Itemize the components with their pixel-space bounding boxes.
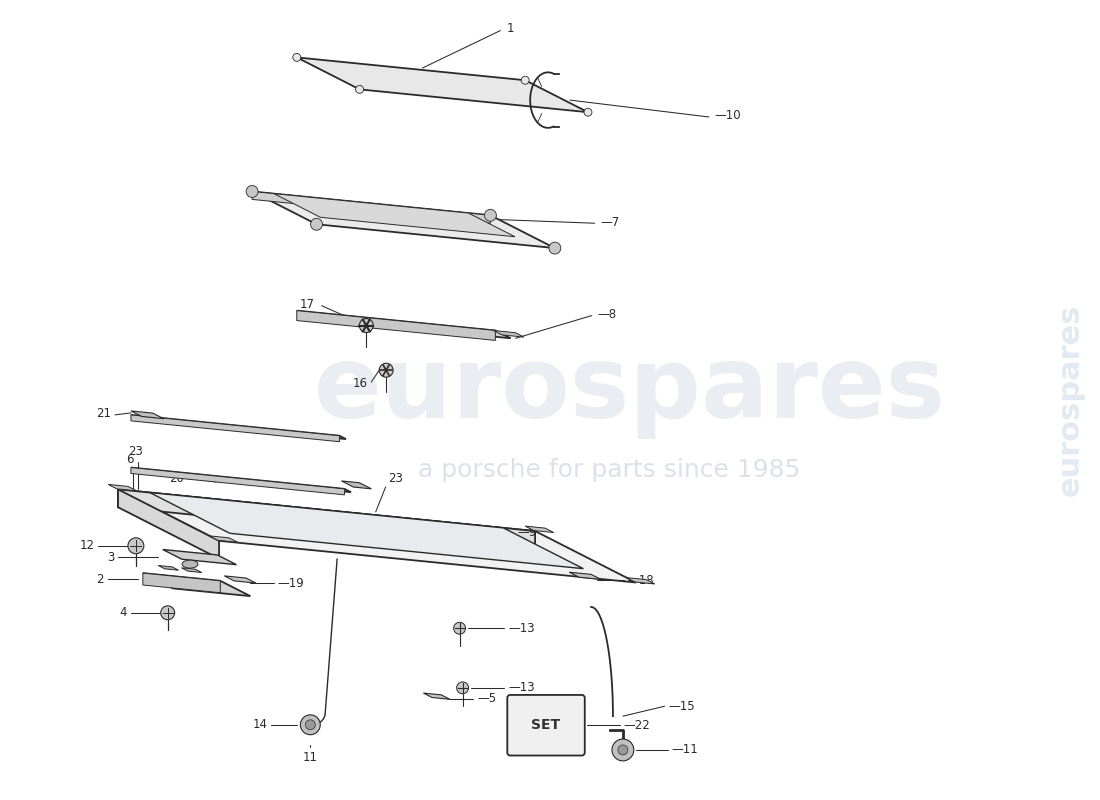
Polygon shape [224, 576, 256, 583]
Polygon shape [297, 58, 588, 112]
Text: —5: —5 [477, 692, 496, 706]
Polygon shape [424, 693, 450, 699]
Circle shape [355, 86, 364, 94]
Text: 3: 3 [107, 551, 114, 564]
Polygon shape [131, 411, 164, 418]
Text: —7: —7 [601, 216, 620, 229]
Text: 16: 16 [352, 377, 367, 390]
Circle shape [161, 606, 175, 620]
FancyBboxPatch shape [507, 695, 585, 755]
Polygon shape [118, 490, 636, 582]
Circle shape [300, 715, 320, 734]
Polygon shape [131, 467, 351, 492]
Polygon shape [131, 415, 346, 439]
Text: 4: 4 [120, 606, 127, 619]
Polygon shape [494, 330, 524, 337]
Polygon shape [150, 493, 583, 569]
Text: a porsche for parts since 1985: a porsche for parts since 1985 [418, 458, 801, 482]
Text: —10: —10 [715, 110, 741, 122]
Circle shape [453, 622, 465, 634]
Text: 1: 1 [506, 22, 514, 35]
Circle shape [456, 682, 469, 694]
Text: —8: —8 [597, 308, 617, 321]
Circle shape [612, 739, 634, 761]
Text: 21: 21 [96, 407, 111, 421]
Text: —22: —22 [624, 718, 650, 732]
Polygon shape [252, 191, 554, 248]
Text: 6: 6 [126, 453, 134, 466]
Text: —19: —19 [278, 577, 305, 590]
Polygon shape [341, 481, 372, 489]
Text: —9: —9 [517, 526, 537, 539]
Polygon shape [274, 194, 515, 237]
Polygon shape [131, 415, 340, 442]
Polygon shape [209, 536, 238, 542]
Text: 20: 20 [168, 472, 184, 485]
Circle shape [549, 242, 561, 254]
Text: 14: 14 [253, 718, 267, 731]
Circle shape [306, 720, 316, 730]
Text: 2: 2 [97, 573, 104, 586]
Text: —15: —15 [669, 700, 695, 713]
Text: 17: 17 [299, 298, 315, 311]
Circle shape [128, 538, 144, 554]
Circle shape [584, 108, 592, 116]
Polygon shape [118, 490, 535, 549]
Polygon shape [143, 573, 220, 593]
Polygon shape [143, 573, 251, 596]
Text: eurospares: eurospares [314, 342, 946, 438]
Text: —13: —13 [508, 622, 535, 634]
Polygon shape [163, 550, 236, 565]
Circle shape [293, 54, 300, 62]
Polygon shape [626, 578, 654, 584]
Polygon shape [252, 191, 491, 223]
Text: 23: 23 [387, 472, 403, 485]
Text: 23: 23 [129, 445, 143, 458]
Polygon shape [297, 310, 510, 338]
Polygon shape [525, 526, 553, 533]
Circle shape [246, 186, 258, 198]
Polygon shape [570, 572, 601, 579]
Polygon shape [297, 310, 495, 341]
Ellipse shape [183, 560, 198, 568]
Circle shape [484, 210, 496, 222]
Text: —18: —18 [628, 574, 654, 586]
Text: SET: SET [531, 718, 561, 732]
Circle shape [618, 745, 628, 755]
Circle shape [360, 318, 373, 333]
Polygon shape [182, 568, 201, 573]
Circle shape [310, 218, 322, 230]
Text: 11: 11 [302, 750, 318, 763]
Text: —11: —11 [671, 743, 698, 757]
Text: —13: —13 [508, 682, 535, 694]
Circle shape [521, 76, 529, 84]
Polygon shape [108, 485, 136, 491]
Text: eurospares: eurospares [1055, 304, 1085, 496]
Polygon shape [131, 467, 344, 495]
Text: 12: 12 [79, 539, 95, 552]
Polygon shape [158, 566, 178, 570]
Polygon shape [118, 490, 219, 558]
Circle shape [379, 363, 393, 377]
